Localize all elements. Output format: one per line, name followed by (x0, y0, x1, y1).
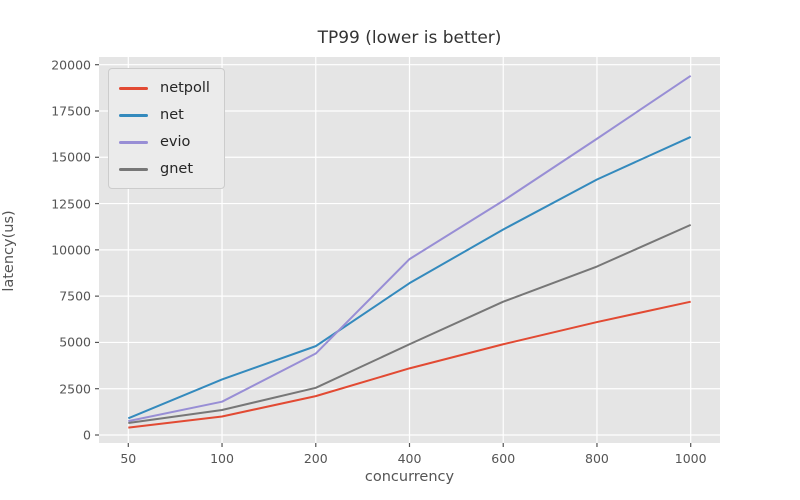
legend-swatch-evio (119, 140, 148, 144)
legend-label: evio (160, 133, 191, 150)
y-axis-label: latency(us) (1, 210, 17, 292)
legend-item-evio: evio (119, 131, 210, 153)
y-tick-label: 5000 (59, 334, 91, 350)
series-line-net (127, 135, 692, 420)
legend-label: gnet (160, 160, 194, 177)
x-tick-label: 50 (120, 451, 137, 466)
legend-item-net: net (119, 104, 210, 126)
y-tick-label: 12500 (51, 196, 91, 212)
legend-item-netpoll: netpoll (119, 77, 210, 99)
y-tick-label: 7500 (59, 288, 91, 304)
y-tick-label: 17500 (51, 103, 91, 119)
x-tick-label: 100 (210, 451, 234, 466)
x-tick-label: 800 (585, 451, 609, 466)
x-tick-label: 200 (303, 451, 328, 466)
series-line-gnet (128, 223, 692, 424)
x-axis-label: concurrency (364, 469, 455, 485)
x-tick-label: 400 (397, 451, 422, 466)
legend: netpoll net evio gnet (108, 68, 225, 189)
y-tick-label: 20000 (51, 57, 91, 73)
x-tick-label: 600 (491, 451, 516, 466)
y-tick-label: 10000 (51, 242, 91, 258)
y-tick-label: 0 (83, 427, 91, 443)
series-line-netpoll (128, 300, 691, 429)
legend-item-gnet: gnet (119, 158, 210, 180)
chart-title: TP99 (lower is better) (317, 28, 502, 48)
y-tick-label: 2500 (59, 381, 91, 397)
legend-swatch-net (119, 113, 148, 117)
legend-label: netpoll (160, 79, 210, 96)
series-line-evio (128, 74, 692, 423)
legend-swatch-netpoll (119, 86, 148, 90)
x-tick-label: 1000 (674, 451, 707, 466)
y-tick-label: 15000 (51, 149, 91, 165)
legend-label: net (160, 106, 184, 123)
legend-swatch-gnet (119, 167, 148, 171)
